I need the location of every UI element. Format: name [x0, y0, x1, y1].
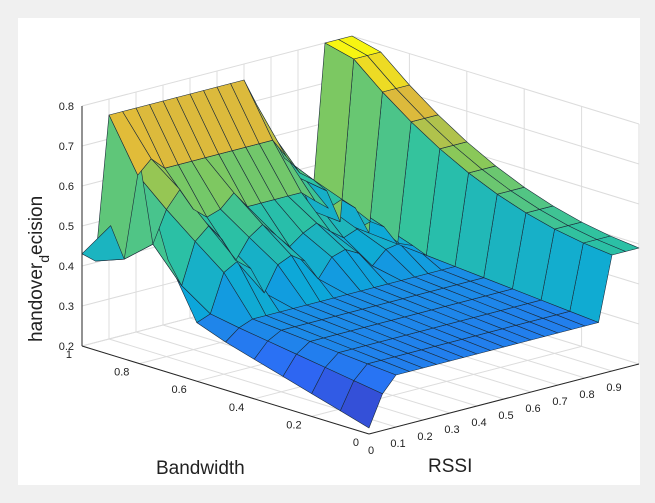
surface-face — [81, 225, 125, 262]
grid-line-z — [351, 35, 640, 125]
x-tick-label: 0 — [368, 445, 374, 457]
tick-labels: 0.2 0.3 0.4 0.5 0.6 0.7 0.8 0 0.2 0.4 0.6 0.8 1 0 0.1 0… — [59, 101, 622, 457]
z-tick-label: 0.5 — [59, 221, 74, 233]
z-tick-label: 0.3 — [59, 301, 74, 313]
x-axis-line — [368, 363, 640, 435]
x-tick-label: 0.1 — [390, 438, 405, 450]
y-axis-line — [81, 345, 370, 435]
z-tick-label: 0.7 — [59, 141, 74, 153]
x-tick-label: 0.4 — [471, 417, 486, 429]
axis-lines — [81, 106, 640, 435]
x-axis-label: RSSI — [428, 456, 472, 477]
z-axis-label: handoverdecision — [26, 196, 52, 342]
z-axis-label-sub: d — [36, 255, 52, 263]
z-tick-label: 0.6 — [59, 181, 74, 193]
z-tick-label: 0.8 — [59, 101, 74, 113]
y-tick-label: 0.4 — [229, 402, 244, 414]
x-tick-label: 0.8 — [579, 389, 594, 401]
z-axis-label-base: handover — [26, 262, 47, 342]
x-tick-label: 0.3 — [444, 424, 459, 436]
y-tick-label: 0 — [353, 437, 359, 449]
y-tick-label: 0.8 — [114, 367, 129, 379]
x-tick-label: 0.7 — [552, 396, 567, 408]
y-tick-label: 0.6 — [172, 384, 187, 396]
x-tick-label: 0.9 — [606, 382, 621, 394]
surface-mesh — [81, 35, 640, 429]
x-tick-label: 0.6 — [525, 403, 540, 415]
y-tick-label: 1 — [66, 349, 72, 361]
x-tick-label: 0.2 — [417, 431, 432, 443]
z-tick-label: 0.4 — [59, 261, 74, 273]
z-axis-label-rest: ecision — [26, 196, 47, 255]
z-tick-label: 0.2 — [59, 341, 74, 353]
x-tick-label: 0.5 — [498, 410, 513, 422]
y-tick-label: 0.2 — [286, 419, 301, 431]
y-axis-label: Bandwidth — [156, 458, 245, 479]
